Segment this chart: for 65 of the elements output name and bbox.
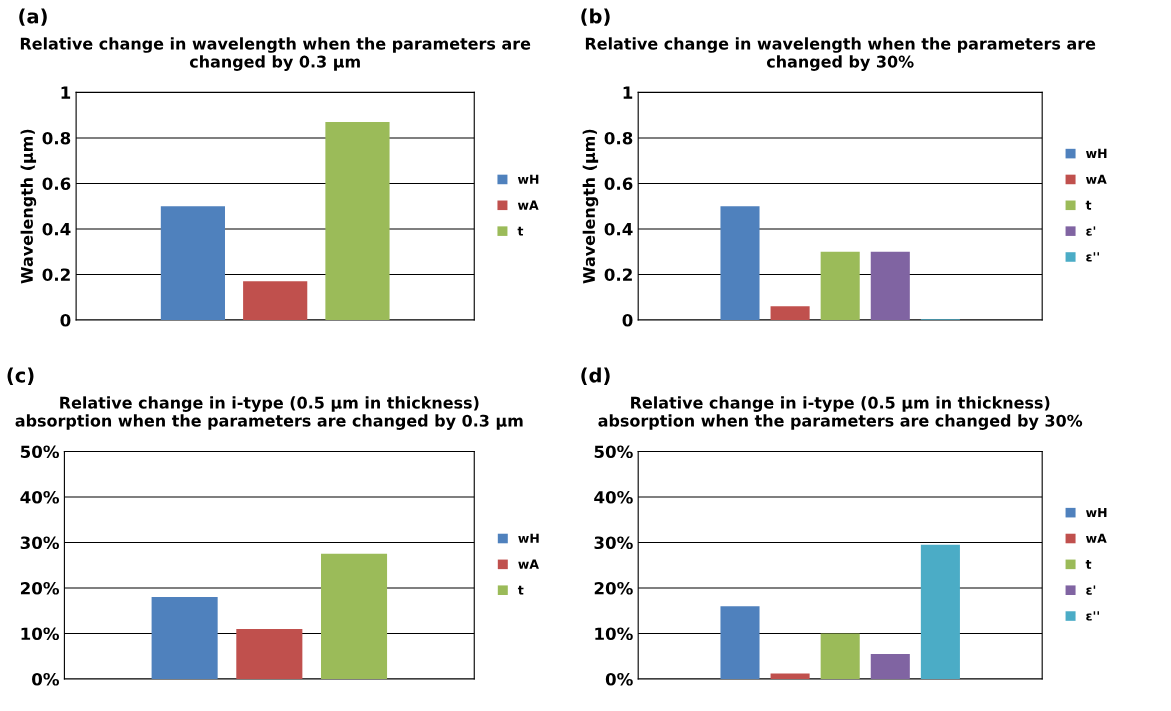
y-tick-label: 50% xyxy=(594,445,633,459)
y-tick-label: 0.6 xyxy=(42,177,71,191)
y-tick-label: 50% xyxy=(20,445,60,459)
legend-label: ε' xyxy=(1086,585,1096,595)
y-tick-label: 40% xyxy=(20,490,60,504)
bar xyxy=(720,606,760,679)
legend-label: ε' xyxy=(1086,226,1096,236)
legend-label: t xyxy=(1085,200,1092,210)
chart-title: Relative change in i-type (0.5 µm in thickness) absorption when the parameters are changed by 30% xyxy=(598,396,1083,430)
y-tick-label: 0% xyxy=(32,672,60,686)
y-tick-label: 20% xyxy=(594,581,633,595)
legend-label: t xyxy=(1085,559,1092,569)
bar xyxy=(321,553,388,679)
legend-label: wA xyxy=(517,200,539,210)
legend-label: wA xyxy=(1086,533,1107,543)
y-tick-label: 10% xyxy=(595,627,633,641)
text: (b) xyxy=(581,8,610,26)
y-tick-label: 0.8 xyxy=(604,131,633,145)
bar xyxy=(820,251,860,320)
y-tick-label: 30% xyxy=(20,536,60,550)
bar xyxy=(325,122,390,320)
y-axis-title: Wavelength (µm) xyxy=(582,129,599,284)
y-tick-label: 0.6 xyxy=(604,177,633,191)
text: (c) xyxy=(7,367,34,385)
legend-label: wH xyxy=(518,533,539,543)
y-tick-label: 0.4 xyxy=(42,222,71,236)
bar xyxy=(770,673,810,679)
legend-label: t xyxy=(517,585,524,595)
bar xyxy=(870,653,910,679)
y-tick-label: 0 xyxy=(60,313,71,327)
y-tick-label: 40% xyxy=(594,490,633,504)
bar xyxy=(236,628,303,679)
bar xyxy=(920,544,960,679)
y-tick-label: 0% xyxy=(605,672,633,686)
legend-label: wH xyxy=(517,174,539,184)
y-tick-label: 1 xyxy=(623,86,633,99)
legend-label: t xyxy=(517,226,524,236)
legend-label: wA xyxy=(518,559,539,569)
y-tick-label: 0.2 xyxy=(42,268,70,282)
bar xyxy=(870,251,910,320)
y-tick-label: 30% xyxy=(594,536,633,550)
y-tick-label: 0 xyxy=(622,313,633,327)
y-tick-label: 10% xyxy=(21,627,60,641)
y-tick-label: 0.8 xyxy=(42,131,71,145)
legend-label: wH xyxy=(1086,148,1107,158)
text: (a) xyxy=(19,8,47,26)
text: (d) xyxy=(581,367,610,385)
chart-title: Relative change in wavelength when the parameters are changed by 0.3 µm xyxy=(20,37,531,71)
y-tick-label: 0.2 xyxy=(604,268,632,282)
bar xyxy=(720,206,760,320)
chart-title: Relative change in wavelength when the parameters are changed by 30% xyxy=(585,37,1096,71)
bar xyxy=(820,633,860,679)
chart-title: Relative change in i-type (0.5 µm in thickness) absorption when the parameters are changed by 0.3 µm xyxy=(15,396,523,430)
legend-label: wH xyxy=(1086,507,1107,517)
y-tick-label: 1 xyxy=(61,86,71,99)
y-tick-label: 0.4 xyxy=(604,222,633,236)
legend-label: wA xyxy=(1086,174,1107,184)
y-tick-label: 20% xyxy=(20,581,60,595)
bar xyxy=(770,306,810,320)
y-axis-title: Wavelength (µm) xyxy=(20,129,37,284)
bar xyxy=(160,206,225,320)
legend-label: ε'' xyxy=(1086,611,1099,621)
bar xyxy=(243,281,308,320)
bar xyxy=(151,597,218,679)
legend-label: ε'' xyxy=(1086,252,1099,262)
